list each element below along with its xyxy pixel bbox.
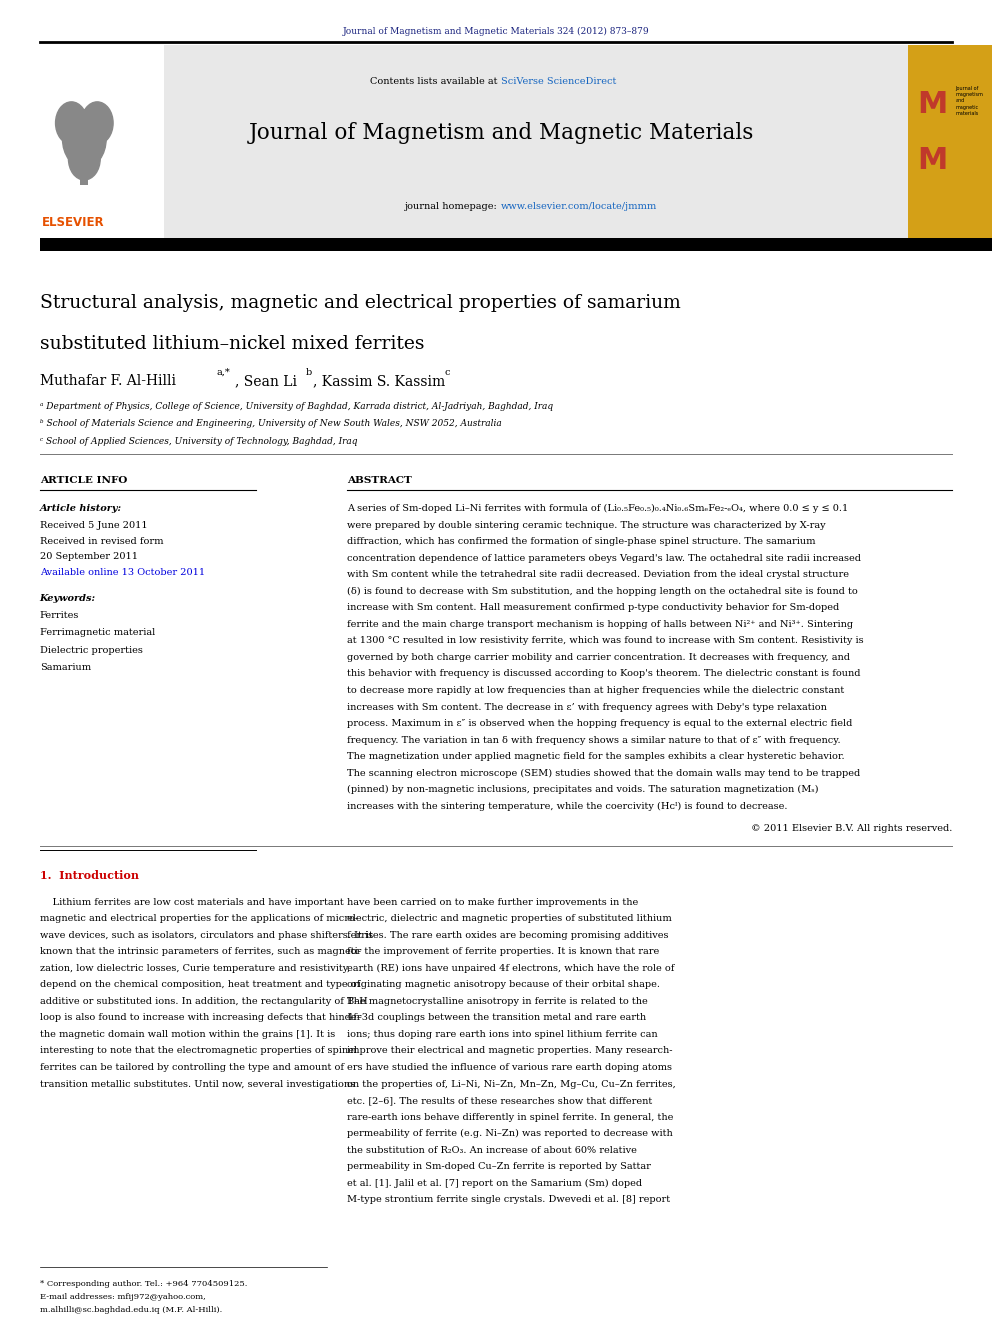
Text: this behavior with frequency is discussed according to Koop's theorem. The diele: this behavior with frequency is discusse… — [347, 669, 861, 679]
Text: permeability in Sm-doped Cu–Zn ferrite is reported by Sattar: permeability in Sm-doped Cu–Zn ferrite i… — [347, 1163, 651, 1171]
Text: Article history:: Article history: — [40, 504, 122, 513]
Text: Muthafar F. Al-Hilli: Muthafar F. Al-Hilli — [40, 374, 176, 389]
Text: were prepared by double sintering ceramic technique. The structure was character: were prepared by double sintering cerami… — [347, 520, 825, 529]
Text: Contents lists available at: Contents lists available at — [370, 77, 501, 86]
Text: ABSTRACT: ABSTRACT — [347, 476, 412, 486]
Text: ferrites. The rare earth oxides are becoming promising additives: ferrites. The rare earth oxides are beco… — [347, 931, 669, 939]
Bar — [908, 45, 992, 241]
Text: with Sm content while the tetrahedral site radii decreased. Deviation from the i: with Sm content while the tetrahedral si… — [347, 570, 849, 579]
Text: ions; thus doping rare earth ions into spinel lithium ferrite can: ions; thus doping rare earth ions into s… — [347, 1031, 658, 1039]
Text: rare-earth ions behave differently in spinel ferrite. In general, the: rare-earth ions behave differently in sp… — [347, 1113, 674, 1122]
Text: Journal of
magnetism
and
magnetic
materials: Journal of magnetism and magnetic materi… — [955, 86, 983, 116]
Text: governed by both charge carrier mobility and carrier concentration. It decreases: governed by both charge carrier mobility… — [347, 654, 850, 662]
Text: Ferrimagnetic material: Ferrimagnetic material — [40, 628, 155, 638]
Text: known that the intrinsic parameters of ferrites, such as magneti-: known that the intrinsic parameters of f… — [40, 947, 361, 957]
Text: earth (RE) ions have unpaired 4f electrons, which have the role of: earth (RE) ions have unpaired 4f electro… — [347, 964, 675, 972]
Circle shape — [68, 138, 100, 180]
Text: increases with Sm content. The decrease in ε’ with frequency agrees with Deby's : increases with Sm content. The decrease … — [347, 703, 827, 712]
Text: ers have studied the influence of various rare earth doping atoms: ers have studied the influence of variou… — [347, 1064, 673, 1072]
Text: Lithium ferrites are low cost materials and have important: Lithium ferrites are low cost materials … — [40, 898, 343, 906]
Text: ᶜ School of Applied Sciences, University of Technology, Baghdad, Iraq: ᶜ School of Applied Sciences, University… — [40, 437, 357, 446]
Text: 4f–3d couplings between the transition metal and rare earth: 4f–3d couplings between the transition m… — [347, 1013, 647, 1023]
Text: m.alhilli@sc.baghdad.edu.iq (M.F. Al-Hilli).: m.alhilli@sc.baghdad.edu.iq (M.F. Al-Hil… — [40, 1307, 222, 1315]
Text: journal homepage:: journal homepage: — [405, 202, 501, 212]
Text: etc. [2–6]. The results of these researches show that different: etc. [2–6]. The results of these researc… — [347, 1097, 653, 1105]
Text: ferrites can be tailored by controlling the type and amount of: ferrites can be tailored by controlling … — [40, 1064, 343, 1072]
Text: wave devices, such as isolators, circulators and phase shifters. It is: wave devices, such as isolators, circula… — [40, 931, 373, 939]
Text: ELSEVIER: ELSEVIER — [42, 216, 104, 229]
Text: © 2011 Elsevier B.V. All rights reserved.: © 2011 Elsevier B.V. All rights reserved… — [751, 823, 952, 832]
Text: Available online 13 October 2011: Available online 13 October 2011 — [40, 568, 204, 577]
Text: originating magnetic anisotropy because of their orbital shape.: originating magnetic anisotropy because … — [347, 980, 661, 990]
Text: Samarium: Samarium — [40, 663, 91, 672]
Text: increase with Sm content. Hall measurement confirmed p-type conductivity behavio: increase with Sm content. Hall measureme… — [347, 603, 839, 613]
Text: depend on the chemical composition, heat treatment and type of: depend on the chemical composition, heat… — [40, 980, 360, 990]
Text: interesting to note that the electromagnetic properties of spinel: interesting to note that the electromagn… — [40, 1046, 357, 1056]
Text: magnetic and electrical properties for the applications of micro-: magnetic and electrical properties for t… — [40, 914, 358, 923]
Text: Journal of Magnetism and Magnetic Materials 324 (2012) 873–879: Journal of Magnetism and Magnetic Materi… — [342, 26, 650, 36]
Text: Received in revised form: Received in revised form — [40, 537, 163, 546]
Text: Dielectric properties: Dielectric properties — [40, 646, 143, 655]
Circle shape — [56, 102, 87, 144]
Text: improve their electrical and magnetic properties. Many research-: improve their electrical and magnetic pr… — [347, 1046, 673, 1056]
Text: The scanning electron microscope (SEM) studies showed that the domain walls may : The scanning electron microscope (SEM) s… — [347, 769, 860, 778]
Text: A series of Sm-doped Li–Ni ferrites with formula of (Li₀.₅Fe₀.₅)₀.₄Ni₀.₆SmₑFe₂-ₑ: A series of Sm-doped Li–Ni ferrites with… — [347, 504, 848, 513]
Text: loop is also found to increase with increasing defects that hinder: loop is also found to increase with incr… — [40, 1013, 361, 1023]
Text: 1.  Introduction: 1. Introduction — [40, 871, 139, 881]
Text: the magnetic domain wall motion within the grains [1]. It is: the magnetic domain wall motion within t… — [40, 1031, 335, 1039]
Text: The magnetization under applied magnetic field for the samples exhibits a clear : The magnetization under applied magnetic… — [347, 751, 845, 761]
Text: M: M — [918, 146, 948, 175]
Text: ᵃ Department of Physics, College of Science, University of Baghdad, Karrada dist: ᵃ Department of Physics, College of Scie… — [40, 402, 553, 411]
Bar — [40, 45, 164, 241]
Text: Structural analysis, magnetic and electrical properties of samarium: Structural analysis, magnetic and electr… — [40, 294, 681, 312]
Text: Received 5 June 2011: Received 5 June 2011 — [40, 521, 147, 531]
Text: for the improvement of ferrite properties. It is known that rare: for the improvement of ferrite propertie… — [347, 947, 660, 957]
Text: concentration dependence of lattice parameters obeys Vegard's law. The octahedra: concentration dependence of lattice para… — [347, 553, 861, 562]
Text: 20 September 2011: 20 September 2011 — [40, 552, 138, 561]
Text: (δ) is found to decrease with Sm substitution, and the hopping length on the oct: (δ) is found to decrease with Sm substit… — [347, 587, 858, 595]
Text: ARTICLE INFO: ARTICLE INFO — [40, 476, 127, 486]
Text: additive or substituted ions. In addition, the rectangularity of B–H: additive or substituted ions. In additio… — [40, 998, 367, 1005]
Text: ferrite and the main charge transport mechanism is hopping of halls between Ni²⁺: ferrite and the main charge transport me… — [347, 619, 853, 628]
Text: on the properties of, Li–Ni, Ni–Zn, Mn–Zn, Mg–Cu, Cu–Zn ferrites,: on the properties of, Li–Ni, Ni–Zn, Mn–Z… — [347, 1080, 676, 1089]
Text: diffraction, which has confirmed the formation of single-phase spinel structure.: diffraction, which has confirmed the for… — [347, 537, 815, 546]
Text: c: c — [444, 368, 450, 377]
Text: increases with the sintering temperature, while the coercivity (Hᴄᴵ) is found to: increases with the sintering temperature… — [347, 802, 788, 811]
Text: a,*: a,* — [216, 368, 230, 377]
Text: ᵇ School of Materials Science and Engineering, University of New South Wales, NS: ᵇ School of Materials Science and Engine… — [40, 419, 501, 429]
Text: E-mail addresses: mfij972@yahoo.com,: E-mail addresses: mfij972@yahoo.com, — [40, 1294, 205, 1302]
Text: Ferrites: Ferrites — [40, 611, 79, 620]
Text: M-type strontium ferrite single crystals. Dwevedi et al. [8] report: M-type strontium ferrite single crystals… — [347, 1196, 671, 1204]
Bar — [80, 156, 88, 185]
Text: b: b — [306, 368, 311, 377]
Text: at 1300 °C resulted in low resistivity ferrite, which was found to increase with: at 1300 °C resulted in low resistivity f… — [347, 636, 864, 646]
Text: electric, dielectric and magnetic properties of substituted lithium: electric, dielectric and magnetic proper… — [347, 914, 672, 923]
Text: have been carried on to make further improvements in the: have been carried on to make further imp… — [347, 898, 639, 906]
Text: , Sean Li: , Sean Li — [235, 374, 298, 389]
Text: process. Maximum in ε″ is observed when the hopping frequency is equal to the ex: process. Maximum in ε″ is observed when … — [347, 718, 852, 728]
Text: SciVerse ScienceDirect: SciVerse ScienceDirect — [501, 77, 616, 86]
Text: et al. [1]. Jalil et al. [7] report on the Samarium (Sm) doped: et al. [1]. Jalil et al. [7] report on t… — [347, 1179, 643, 1188]
Text: permeability of ferrite (e.g. Ni–Zn) was reported to decrease with: permeability of ferrite (e.g. Ni–Zn) was… — [347, 1130, 673, 1138]
Text: zation, low dielectric losses, Curie temperature and resistivity,: zation, low dielectric losses, Curie tem… — [40, 964, 350, 972]
Bar — [40, 238, 992, 251]
Text: Journal of Magnetism and Magnetic Materials: Journal of Magnetism and Magnetic Materi… — [248, 122, 754, 144]
Circle shape — [81, 102, 113, 144]
Text: to decrease more rapidly at low frequencies than at higher frequencies while the: to decrease more rapidly at low frequenc… — [347, 685, 844, 695]
Text: frequency. The variation in tan δ with frequency shows a similar nature to that : frequency. The variation in tan δ with f… — [347, 736, 841, 745]
Text: substituted lithium–nickel mixed ferrites: substituted lithium–nickel mixed ferrite… — [40, 335, 425, 353]
Text: Keywords:: Keywords: — [40, 594, 96, 603]
Text: * Corresponding author. Tel.: +964 7704509125.: * Corresponding author. Tel.: +964 77045… — [40, 1281, 247, 1289]
Text: , Kassim S. Kassim: , Kassim S. Kassim — [313, 374, 445, 389]
Text: transition metallic substitutes. Until now, several investigations: transition metallic substitutes. Until n… — [40, 1080, 355, 1089]
Text: the substitution of R₂O₃. An increase of about 60% relative: the substitution of R₂O₃. An increase of… — [347, 1146, 637, 1155]
Text: M: M — [918, 90, 948, 119]
Circle shape — [62, 110, 106, 168]
Text: (pinned) by non-magnetic inclusions, precipitates and voids. The saturation magn: (pinned) by non-magnetic inclusions, pre… — [347, 786, 818, 794]
Bar — [40, 45, 908, 241]
Text: The magnetocrystalline anisotropy in ferrite is related to the: The magnetocrystalline anisotropy in fer… — [347, 998, 648, 1005]
Text: www.elsevier.com/locate/jmmm: www.elsevier.com/locate/jmmm — [501, 202, 658, 212]
